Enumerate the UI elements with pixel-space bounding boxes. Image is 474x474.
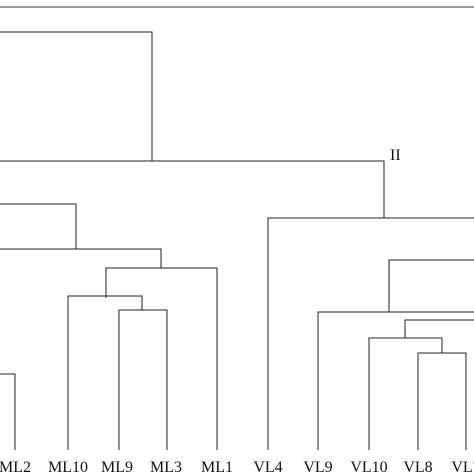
branch-root-join [0,160,385,218]
branch-vl-sub-4 [368,337,443,450]
branch-vl-main [267,217,474,450]
branch-vl-sub-1 [388,259,474,312]
leaf-label-ml9: ML9 [101,459,133,474]
branch-ml2-stub [0,373,16,450]
leaf-label-ml1: ML1 [201,459,233,474]
branch-ml-sub-1 [105,267,218,450]
leaf-label-vl7: VL7 [451,459,474,474]
leaf-label-ml2: ML2 [0,459,31,474]
leaf-label-vl9: VL9 [303,459,332,474]
branch-ml-group-b [0,248,162,268]
branch-vl-sub-2 [317,311,474,450]
leaf-label-vl10: VL10 [350,459,387,474]
branch-ml-group-a [0,203,77,249]
branch-vl-sub-3 [404,319,474,338]
branch-ml-sub-2 [67,295,143,450]
leaf-label-ml10: ML10 [48,459,88,474]
leaf-label-vl4: VL4 [253,459,282,474]
leaf-label-ml3: ML3 [150,459,182,474]
cluster-label-ii: II [390,147,401,164]
branch-ml-sub-3 [118,309,168,450]
branch-vl-sub-5 [417,352,467,450]
leaf-label-vl8: VL8 [403,459,432,474]
branch-root [0,31,153,161]
